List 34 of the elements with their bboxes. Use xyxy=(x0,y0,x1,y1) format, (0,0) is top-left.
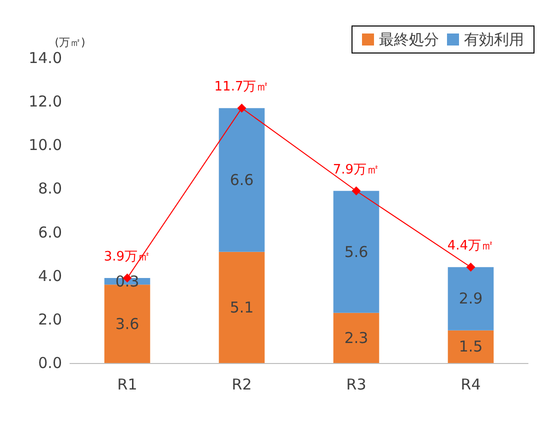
x-tick-label: R1 xyxy=(117,376,138,394)
data-label: 5.1 xyxy=(230,298,254,316)
data-label: 1.5 xyxy=(458,338,483,356)
legend-label: 最終処分 xyxy=(379,30,439,48)
legend-label: 有効利用 xyxy=(464,30,524,48)
bar xyxy=(448,330,494,363)
x-tick-label: R2 xyxy=(232,376,252,394)
bar xyxy=(333,312,380,363)
bar xyxy=(448,267,494,330)
data-label: 6.6 xyxy=(230,171,254,189)
y-tick-label: 0.0 xyxy=(38,354,62,372)
y-tick-label: 6.0 xyxy=(38,223,62,242)
x-tick-label: R3 xyxy=(346,376,366,394)
y-tick-label: 4.0 xyxy=(38,266,62,285)
data-label: 5.6 xyxy=(344,242,368,261)
bar xyxy=(218,252,265,363)
point xyxy=(237,104,246,113)
x-tick-label: R4 xyxy=(460,376,481,394)
data-label: 11.7万㎡ xyxy=(214,80,270,95)
data-label: 7.9万㎡ xyxy=(332,162,380,178)
bar xyxy=(333,190,380,313)
y-tick-label: 12.0 xyxy=(28,92,62,111)
bar xyxy=(218,108,265,252)
y-tick-label: 14.0 xyxy=(28,49,62,67)
point xyxy=(352,186,361,196)
y-tick-label: 2.0 xyxy=(38,310,62,328)
y-tick-label: 10.0 xyxy=(28,136,62,154)
y-axis-title: (万㎡) xyxy=(54,36,86,49)
data-label: 4.4万㎡ xyxy=(447,238,494,254)
data-label: 2.9 xyxy=(458,290,483,308)
data-label: 2.3 xyxy=(344,328,368,347)
data-label: 3.6 xyxy=(115,314,140,333)
y-tick-label: 8.0 xyxy=(38,180,62,198)
point xyxy=(466,262,476,272)
